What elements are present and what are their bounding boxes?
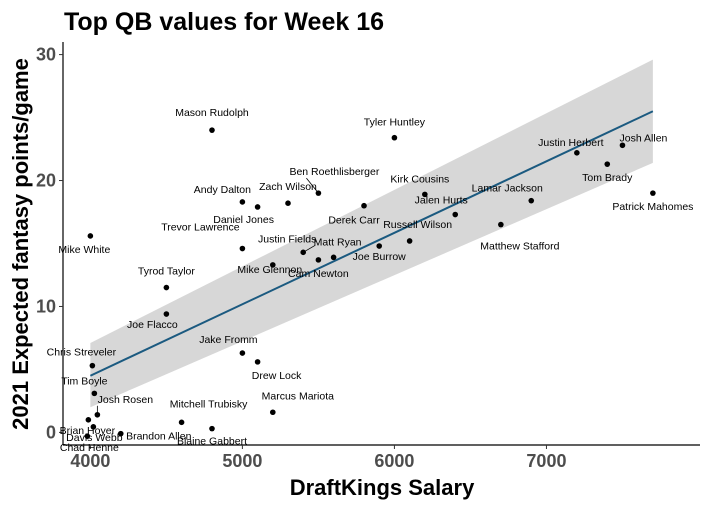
point-label: Brian Hoyer [60,425,116,437]
point-label: Joe Flacco [127,319,178,331]
point-label: Chad Henne [60,442,119,454]
point-label: Tyler Huntley [364,117,426,129]
data-point [84,433,91,439]
point-label: Daniel Jones [213,214,274,226]
point-label: Cam Newton [288,268,349,280]
point-label: Josh Rosen [98,394,154,406]
data-point [94,411,101,418]
data-point [85,417,92,423]
data-point [90,424,97,430]
data-point [650,190,656,196]
point-label: Lamar Jackson [472,183,543,195]
data-point [604,161,611,167]
point-label: Justin Herbert [538,137,603,149]
point-label-layer: Patrick Mahomes Josh Allen Tom Brady Justin… [47,107,694,454]
trend-line [89,110,654,377]
data-point [163,284,170,291]
confidence-band [90,59,653,408]
data-point [315,257,322,263]
point-label: Jake Fromm [199,334,258,346]
y-tick-label: 30 [36,45,56,65]
data-point [269,409,276,416]
point-label: Matt Ryan [314,236,362,248]
data-point [300,249,307,256]
data-point-layer [84,127,656,439]
data-point [87,233,94,239]
point-label: Mitchell Trubisky [170,398,248,410]
data-point [285,200,291,206]
y-tick-label: 20 [36,171,56,191]
point-label: Kirk Cousins [390,173,449,185]
data-point [574,150,580,156]
point-label: Matthew Stafford [480,241,559,253]
data-point [117,430,124,437]
data-point [239,350,246,356]
point-label: Josh Allen [620,132,668,144]
point-label: Tim Boyle [61,375,107,387]
point-label: Blaine Gabbert [177,436,247,448]
point-label: Derek Carr [328,215,380,227]
data-point [528,197,535,204]
data-point [422,191,428,198]
data-point [239,199,246,205]
confidence-band-layer [90,59,653,408]
chart-title: Top QB values for Week 16 [64,8,384,36]
data-point [391,134,398,141]
x-tick-label: 6000 [374,451,414,471]
data-point [269,262,276,268]
x-tick-label: 4000 [70,451,110,471]
data-point [452,211,459,218]
data-point [315,190,322,196]
point-label: Mike White [58,244,110,256]
data-point [178,419,185,426]
point-label: Davis Webb [66,432,123,444]
data-point [91,390,98,397]
y-tick-label: 10 [36,296,56,316]
data-point [254,204,261,210]
data-point [209,425,215,432]
trend-line-layer [89,110,654,377]
data-point [498,221,504,228]
point-label: Patrick Mahomes [612,201,693,213]
point-label: Tyrod Taylor [138,266,195,278]
point-label: Zach Wilson [259,181,317,193]
y-tick-label: 0 [46,422,56,442]
point-label: Mason Rudolph [175,107,249,119]
point-label: Brandon Allen [126,431,192,443]
point-label: Drew Lock [252,370,302,382]
data-point [239,245,246,252]
point-label: Trevor Lawrence [161,222,240,234]
point-label: Jalen Hurts [415,195,468,207]
point-label: Andy Dalton [194,184,251,196]
axis-layer: 4000 5000 6000 7000 0 10 20 30 [36,42,700,471]
data-point [254,359,261,365]
data-point [619,142,626,149]
point-label: Russell Wilson [383,219,452,231]
label-connector [306,177,319,194]
data-point [361,202,367,209]
point-label: Ben Roethlisberger [289,166,379,178]
data-point [376,243,383,249]
x-tick-label: 5000 [222,451,262,471]
point-label: Mike Glennon [237,264,302,276]
point-label: Marcus Mariota [262,390,335,402]
point-label: Chris Streveler [47,347,117,359]
x-axis-title: DraftKings Salary [290,475,475,500]
point-label: Tom Brady [582,172,633,184]
point-label: Joe Burrow [353,251,407,263]
data-point [330,254,337,261]
data-point [89,362,96,369]
data-point [209,127,215,133]
y-axis-title: 2021 Expected fantasy points/game [8,58,33,430]
point-label: Justin Fields [258,233,316,245]
data-point [406,238,413,244]
x-tick-label: 7000 [526,451,566,471]
data-point [163,311,170,317]
